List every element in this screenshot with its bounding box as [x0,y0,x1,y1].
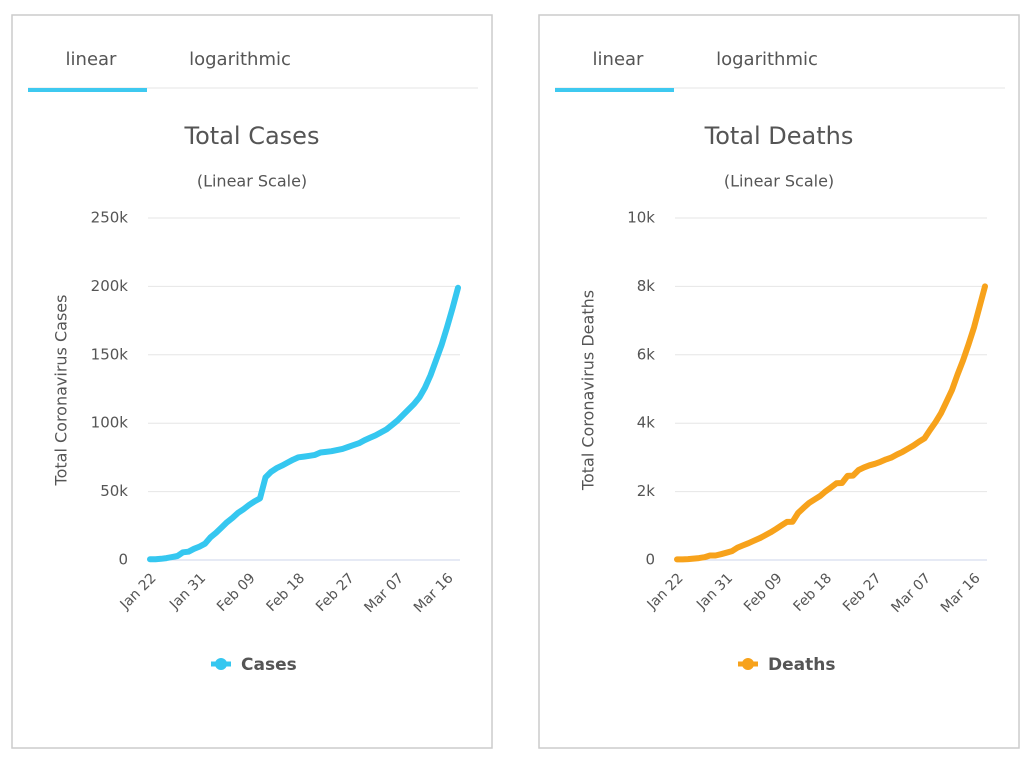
y-axis-label: Total Coronavirus Deaths [579,290,598,491]
y-tick-label: 250k [91,209,129,227]
line [147,284,461,563]
y-tick-label: 0 [118,551,128,569]
y-tick-label: 200k [91,277,129,295]
tab[interactable]: logarithmic [189,49,291,70]
y-tick-label: 100k [91,414,129,432]
y-axis-label: Total Coronavirus Cases [52,295,71,487]
chart-title: Total Cases [184,122,320,150]
chart-subtitle: (Linear Scale) [197,172,307,191]
tab-active-underline [555,88,674,92]
y-tick-label: 2k [637,482,656,500]
legend-marker [215,658,227,670]
y-tick-label: 8k [637,277,656,295]
tab[interactable]: linear [593,49,645,70]
tab[interactable]: logarithmic [716,49,818,70]
y-tick-label: 4k [637,414,656,432]
tab-active-underline [28,88,147,92]
line [674,283,988,563]
chart-title: Total Deaths [704,122,854,150]
y-tick-label: 0 [645,551,655,569]
legend-label[interactable]: Cases [241,655,297,675]
legend-marker [742,658,754,670]
y-tick-label: 10k [627,209,655,227]
tab[interactable]: linear [66,49,118,70]
y-tick-label: 50k [100,482,128,500]
y-tick-label: 6k [637,345,656,363]
chart-subtitle: (Linear Scale) [724,172,834,191]
panel [11,14,493,749]
y-tick-label: 150k [91,345,129,363]
legend-label[interactable]: Deaths [768,655,835,675]
panel [538,14,1020,749]
